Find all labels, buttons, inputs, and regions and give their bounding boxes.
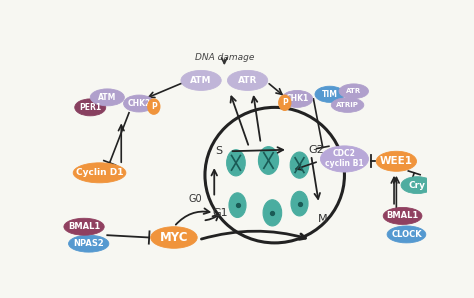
Ellipse shape — [376, 151, 417, 171]
Text: BMAL1: BMAL1 — [68, 222, 100, 231]
Text: WEE1: WEE1 — [380, 156, 413, 166]
Text: CLOCK: CLOCK — [391, 230, 422, 239]
Text: TIM: TIM — [322, 90, 337, 99]
Ellipse shape — [73, 163, 126, 183]
Text: P: P — [282, 98, 288, 107]
Ellipse shape — [291, 191, 308, 216]
Ellipse shape — [148, 99, 160, 114]
Text: G0: G0 — [188, 194, 202, 204]
Text: CDC2
cyclin B1: CDC2 cyclin B1 — [325, 149, 364, 168]
Ellipse shape — [263, 200, 282, 226]
Text: DNA damage: DNA damage — [195, 53, 254, 62]
Text: S: S — [215, 146, 222, 156]
Text: PER1: PER1 — [79, 103, 101, 112]
Text: ATR: ATR — [238, 76, 257, 85]
Text: MYC: MYC — [160, 231, 188, 244]
Ellipse shape — [315, 86, 345, 103]
Text: Cry: Cry — [409, 181, 426, 190]
Ellipse shape — [90, 89, 124, 106]
Text: ATR: ATR — [346, 88, 361, 94]
Ellipse shape — [229, 193, 246, 218]
Ellipse shape — [387, 226, 426, 243]
Ellipse shape — [320, 146, 368, 172]
Ellipse shape — [339, 84, 368, 99]
Ellipse shape — [151, 227, 197, 248]
Ellipse shape — [331, 98, 364, 112]
Text: NPAS2: NPAS2 — [73, 239, 104, 248]
Text: P: P — [151, 102, 157, 111]
Ellipse shape — [75, 99, 106, 116]
Ellipse shape — [258, 147, 279, 174]
Text: M: M — [318, 214, 328, 224]
Text: G2: G2 — [309, 145, 324, 155]
Text: Cyclin D1: Cyclin D1 — [76, 168, 123, 177]
Ellipse shape — [227, 150, 245, 176]
Ellipse shape — [401, 177, 434, 194]
Ellipse shape — [290, 152, 309, 178]
Ellipse shape — [279, 95, 291, 110]
Text: CHK2: CHK2 — [128, 99, 151, 108]
Text: ATM: ATM — [98, 93, 117, 102]
Text: G1: G1 — [213, 208, 228, 218]
Ellipse shape — [181, 70, 221, 90]
Ellipse shape — [124, 95, 155, 112]
Ellipse shape — [64, 218, 104, 235]
Text: CHK1: CHK1 — [285, 94, 309, 103]
Ellipse shape — [383, 207, 422, 224]
Ellipse shape — [228, 70, 268, 90]
Ellipse shape — [282, 90, 313, 107]
Ellipse shape — [69, 235, 109, 252]
Text: BMAL1: BMAL1 — [386, 212, 419, 221]
Text: ATM: ATM — [191, 76, 212, 85]
Text: ATRIP: ATRIP — [336, 102, 359, 108]
